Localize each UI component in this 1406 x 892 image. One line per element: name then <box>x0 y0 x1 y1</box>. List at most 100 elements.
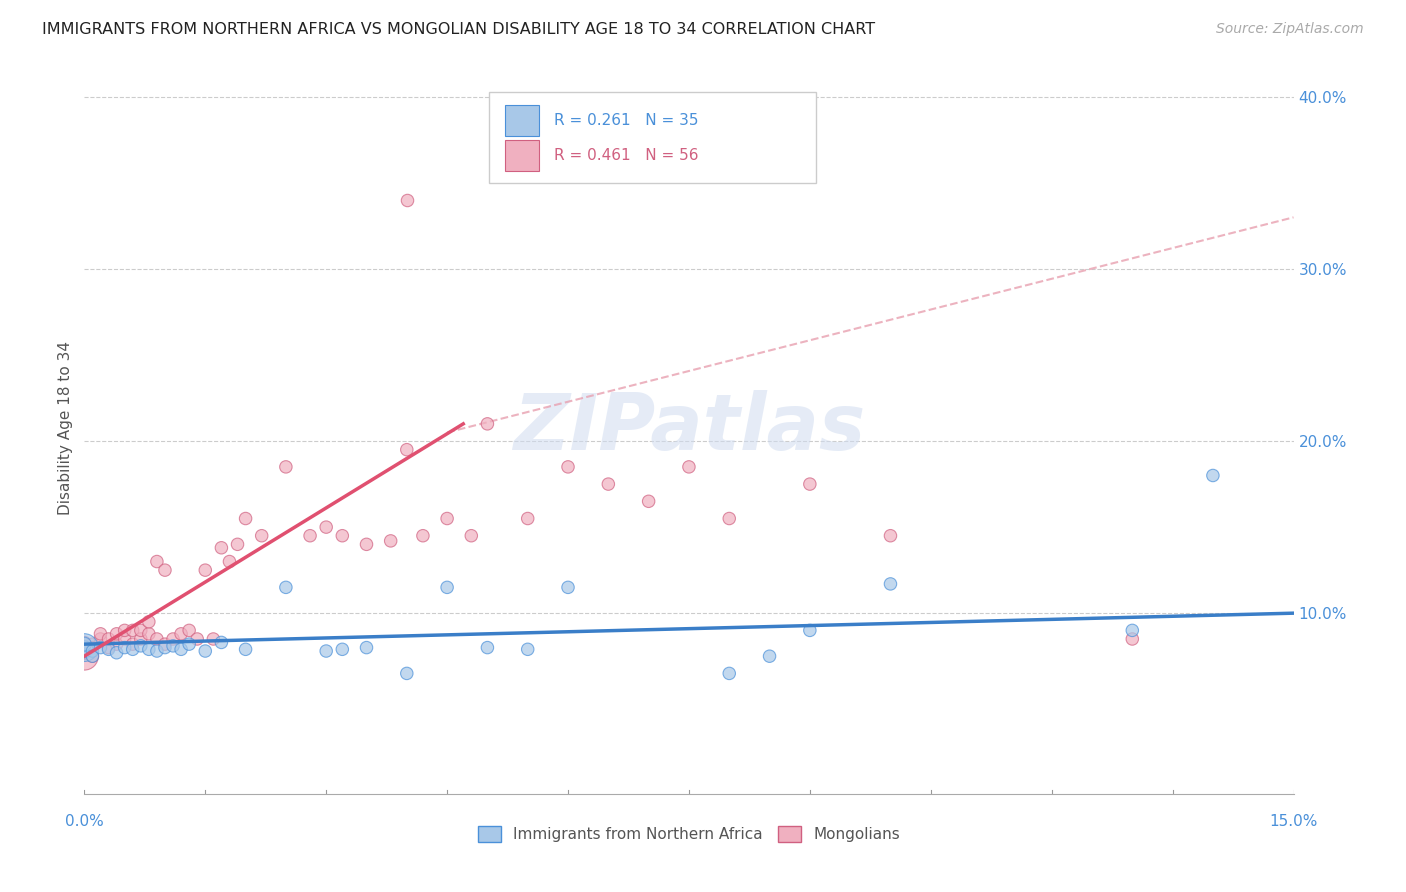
Point <box>121 624 143 638</box>
Point <box>73 637 96 651</box>
Point <box>879 529 901 543</box>
Point <box>97 632 120 646</box>
Point <box>89 640 111 655</box>
Point <box>598 477 620 491</box>
Text: 0.0%: 0.0% <box>65 814 104 830</box>
Point <box>516 642 538 657</box>
Point <box>170 627 193 641</box>
Point <box>179 637 201 651</box>
Point <box>82 640 104 655</box>
Text: Source: ZipAtlas.com: Source: ZipAtlas.com <box>1216 22 1364 37</box>
Text: IMMIGRANTS FROM NORTHERN AFRICA VS MONGOLIAN DISABILITY AGE 18 TO 34 CORRELATION: IMMIGRANTS FROM NORTHERN AFRICA VS MONGO… <box>42 22 876 37</box>
Point <box>138 627 160 641</box>
Text: R = 0.461   N = 56: R = 0.461 N = 56 <box>554 148 697 163</box>
Point <box>73 635 96 649</box>
Point <box>1121 632 1143 646</box>
Point <box>114 632 136 646</box>
Point <box>209 635 232 649</box>
Point <box>315 520 337 534</box>
Point <box>153 563 176 577</box>
Point <box>1121 624 1143 638</box>
Point <box>146 644 169 658</box>
Point <box>516 511 538 525</box>
Point <box>330 529 353 543</box>
Point <box>235 511 257 525</box>
Point <box>146 632 169 646</box>
Point <box>179 624 201 638</box>
Point <box>82 649 104 664</box>
Point <box>194 644 217 658</box>
Point <box>129 624 152 638</box>
Point <box>129 639 152 653</box>
Point <box>105 627 128 641</box>
Point <box>380 533 402 548</box>
Point <box>82 649 104 664</box>
FancyBboxPatch shape <box>489 92 815 183</box>
Point <box>138 642 160 657</box>
Point <box>315 644 337 658</box>
Point <box>153 640 176 655</box>
Point <box>194 563 217 577</box>
Text: 15.0%: 15.0% <box>1270 814 1317 830</box>
Point <box>718 666 741 681</box>
Point <box>153 637 176 651</box>
Point <box>395 442 418 457</box>
Point <box>97 640 120 655</box>
Point <box>799 624 821 638</box>
Point <box>226 537 249 551</box>
Point <box>460 529 482 543</box>
Point <box>186 632 208 646</box>
Point <box>105 646 128 660</box>
Point <box>170 642 193 657</box>
Point <box>235 642 257 657</box>
Point <box>274 580 297 594</box>
Point <box>82 644 104 658</box>
Point <box>209 541 232 555</box>
Point <box>73 640 96 655</box>
Text: ZIPatlas: ZIPatlas <box>513 390 865 467</box>
Point <box>146 555 169 569</box>
Point <box>121 637 143 651</box>
Point <box>114 640 136 655</box>
Point <box>73 640 96 655</box>
Y-axis label: Disability Age 18 to 34: Disability Age 18 to 34 <box>58 341 73 516</box>
Point <box>162 632 184 646</box>
Text: R = 0.261   N = 35: R = 0.261 N = 35 <box>554 112 697 128</box>
Point <box>73 644 96 658</box>
Point <box>356 640 378 655</box>
Point <box>356 537 378 551</box>
Point <box>89 632 111 646</box>
Point <box>73 649 96 664</box>
Point <box>395 193 418 207</box>
Point <box>436 511 458 525</box>
Point <box>718 511 741 525</box>
Point <box>250 529 273 543</box>
Point <box>477 640 499 655</box>
Point <box>114 624 136 638</box>
Point <box>330 642 353 657</box>
FancyBboxPatch shape <box>505 105 538 136</box>
Point <box>121 642 143 657</box>
Point <box>395 666 418 681</box>
Point <box>89 627 111 641</box>
Point <box>678 459 700 474</box>
Point <box>97 642 120 657</box>
Point <box>637 494 659 508</box>
Point <box>1202 468 1225 483</box>
Point <box>202 632 225 646</box>
Point <box>218 555 240 569</box>
Point <box>758 649 780 664</box>
Point <box>799 477 821 491</box>
FancyBboxPatch shape <box>505 140 538 170</box>
Point <box>436 580 458 594</box>
Point <box>879 577 901 591</box>
Point <box>82 637 104 651</box>
Legend: Immigrants from Northern Africa, Mongolians: Immigrants from Northern Africa, Mongoli… <box>472 821 905 848</box>
Point <box>105 637 128 651</box>
Point <box>477 417 499 431</box>
Point <box>162 639 184 653</box>
Point <box>129 632 152 646</box>
Point <box>299 529 322 543</box>
Point <box>274 459 297 474</box>
Point <box>73 642 96 657</box>
